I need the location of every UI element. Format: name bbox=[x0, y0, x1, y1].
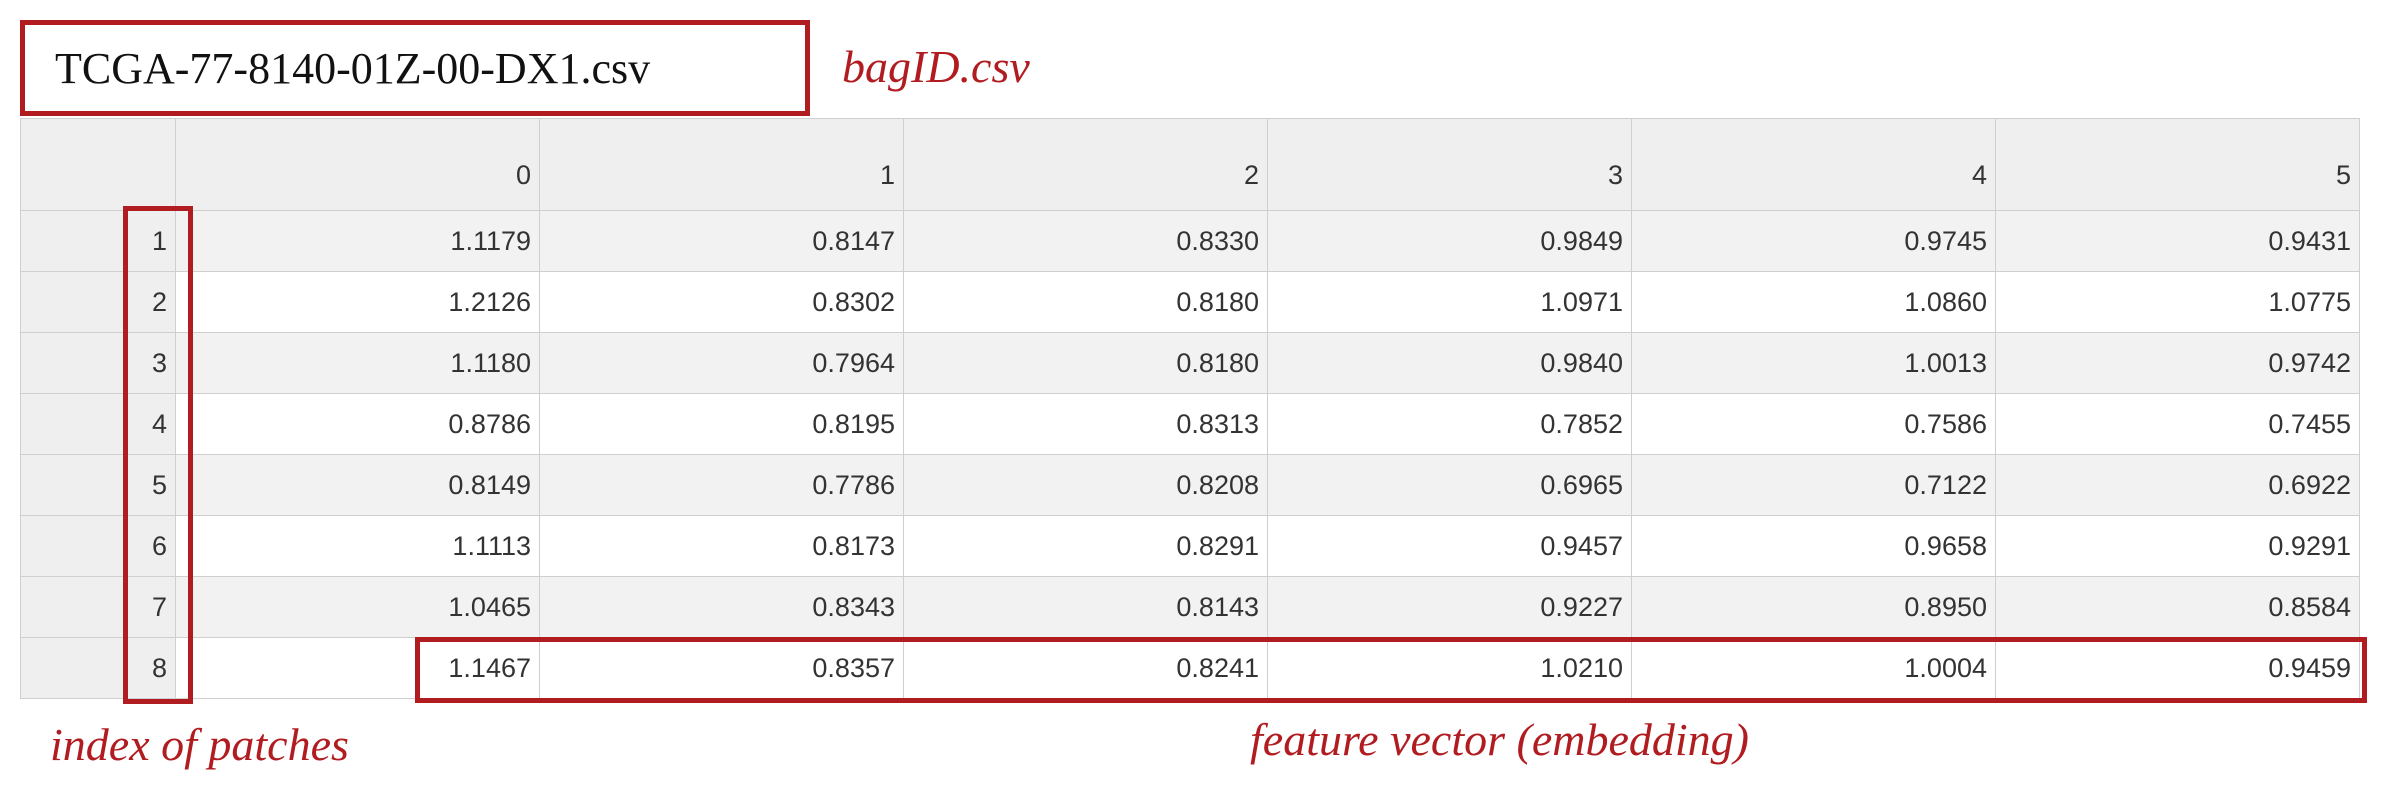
table-cell[interactable]: 0.8208 bbox=[903, 454, 1268, 516]
table-row[interactable]: 7 1.0465 0.8343 0.8143 0.9227 0.8950 0.8… bbox=[20, 576, 2360, 638]
table-cell[interactable]: 0.8950 bbox=[1631, 576, 1996, 638]
column-header[interactable]: 2 bbox=[903, 118, 1268, 211]
table-row[interactable]: 2 1.2126 0.8302 0.8180 1.0971 1.0860 1.0… bbox=[20, 271, 2360, 333]
data-table: 0 1 2 3 4 5 1 1.1179 0.8147 0.8330 0.984… bbox=[20, 118, 2360, 699]
table-cell[interactable]: 0.7122 bbox=[1631, 454, 1996, 516]
table-cell[interactable]: 0.9840 bbox=[1267, 332, 1632, 394]
table-cell[interactable]: 0.9227 bbox=[1267, 576, 1632, 638]
table-cell[interactable]: 0.8313 bbox=[903, 393, 1268, 455]
table-cell[interactable]: 0.9742 bbox=[1995, 332, 2360, 394]
row-index[interactable]: 1 bbox=[20, 210, 176, 272]
table-cell[interactable]: 0.7586 bbox=[1631, 393, 1996, 455]
feature-vector-annotation: feature vector (embedding) bbox=[1250, 714, 1749, 765]
table-cell[interactable]: 0.9431 bbox=[1995, 210, 2360, 272]
table-cell[interactable]: 1.2126 bbox=[175, 271, 540, 333]
filename-box: TCGA-77-8140-01Z-00-DX1.csv bbox=[20, 20, 810, 116]
table-cell[interactable]: 1.1113 bbox=[175, 515, 540, 577]
column-header[interactable]: 3 bbox=[1267, 118, 1632, 211]
table-cell[interactable]: 0.7964 bbox=[539, 332, 904, 394]
table-cell[interactable]: 0.8343 bbox=[539, 576, 904, 638]
header-row: 0 1 2 3 4 5 bbox=[20, 118, 2360, 211]
table-cell[interactable]: 0.9849 bbox=[1267, 210, 1632, 272]
table-cell[interactable]: 0.8143 bbox=[903, 576, 1268, 638]
table-cell[interactable]: 1.0004 bbox=[1631, 637, 1996, 699]
table-cell[interactable]: 0.8180 bbox=[903, 332, 1268, 394]
table-cell[interactable]: 1.0775 bbox=[1995, 271, 2360, 333]
table-row[interactable]: 8 1.1467 0.8357 0.8241 1.0210 1.0004 0.9… bbox=[20, 637, 2360, 699]
table-cell[interactable]: 1.0465 bbox=[175, 576, 540, 638]
table-cell[interactable]: 0.8195 bbox=[539, 393, 904, 455]
table-cell[interactable]: 0.9291 bbox=[1995, 515, 2360, 577]
table-row[interactable]: 6 1.1113 0.8173 0.8291 0.9457 0.9658 0.9… bbox=[20, 515, 2360, 577]
row-index[interactable]: 6 bbox=[20, 515, 176, 577]
table-cell[interactable]: 1.1180 bbox=[175, 332, 540, 394]
column-header[interactable]: 4 bbox=[1631, 118, 1996, 211]
table-cell[interactable]: 0.8149 bbox=[175, 454, 540, 516]
table-row[interactable]: 5 0.8149 0.7786 0.8208 0.6965 0.7122 0.6… bbox=[20, 454, 2360, 516]
bag-id-label: bagID.csv bbox=[842, 41, 1030, 92]
table-cell[interactable]: 1.0013 bbox=[1631, 332, 1996, 394]
table-cell[interactable]: 0.8584 bbox=[1995, 576, 2360, 638]
table-cell[interactable]: 1.1179 bbox=[175, 210, 540, 272]
row-index[interactable]: 7 bbox=[20, 576, 176, 638]
table-cell[interactable]: 0.9457 bbox=[1267, 515, 1632, 577]
table-cell[interactable]: 0.8330 bbox=[903, 210, 1268, 272]
table-cell[interactable]: 1.1467 bbox=[175, 637, 540, 699]
table-cell[interactable]: 0.8786 bbox=[175, 393, 540, 455]
table-cell[interactable]: 0.8357 bbox=[539, 637, 904, 699]
column-header[interactable]: 1 bbox=[539, 118, 904, 211]
table-row[interactable]: 3 1.1180 0.7964 0.8180 0.9840 1.0013 0.9… bbox=[20, 332, 2360, 394]
table-cell[interactable]: 0.6922 bbox=[1995, 454, 2360, 516]
row-index[interactable]: 2 bbox=[20, 271, 176, 333]
table-cell[interactable]: 0.8180 bbox=[903, 271, 1268, 333]
table-cell[interactable]: 0.8302 bbox=[539, 271, 904, 333]
table-cell[interactable]: 0.8291 bbox=[903, 515, 1268, 577]
table-cell[interactable]: 0.7852 bbox=[1267, 393, 1632, 455]
row-index[interactable]: 8 bbox=[20, 637, 176, 699]
index-annotation: index of patches bbox=[50, 719, 349, 770]
table-cell[interactable]: 0.7786 bbox=[539, 454, 904, 516]
row-index[interactable]: 3 bbox=[20, 332, 176, 394]
table-row[interactable]: 4 0.8786 0.8195 0.8313 0.7852 0.7586 0.7… bbox=[20, 393, 2360, 455]
table-cell[interactable]: 0.9658 bbox=[1631, 515, 1996, 577]
filename-text: TCGA-77-8140-01Z-00-DX1.csv bbox=[55, 43, 651, 93]
table-row[interactable]: 1 1.1179 0.8147 0.8330 0.9849 0.9745 0.9… bbox=[20, 210, 2360, 272]
table-cell[interactable]: 0.8241 bbox=[903, 637, 1268, 699]
column-header[interactable]: 5 bbox=[1995, 118, 2360, 211]
table-cell[interactable]: 1.0971 bbox=[1267, 271, 1632, 333]
table-cell[interactable]: 0.8147 bbox=[539, 210, 904, 272]
table-cell[interactable]: 0.6965 bbox=[1267, 454, 1632, 516]
table-cell[interactable]: 1.0210 bbox=[1267, 637, 1632, 699]
table-cell[interactable]: 0.7455 bbox=[1995, 393, 2360, 455]
table-cell[interactable]: 0.9459 bbox=[1995, 637, 2360, 699]
column-header[interactable]: 0 bbox=[175, 118, 540, 211]
corner-cell bbox=[20, 118, 176, 211]
row-index[interactable]: 4 bbox=[20, 393, 176, 455]
table-cell[interactable]: 0.9745 bbox=[1631, 210, 1996, 272]
row-index[interactable]: 5 bbox=[20, 454, 176, 516]
table-cell[interactable]: 1.0860 bbox=[1631, 271, 1996, 333]
table-cell[interactable]: 0.8173 bbox=[539, 515, 904, 577]
